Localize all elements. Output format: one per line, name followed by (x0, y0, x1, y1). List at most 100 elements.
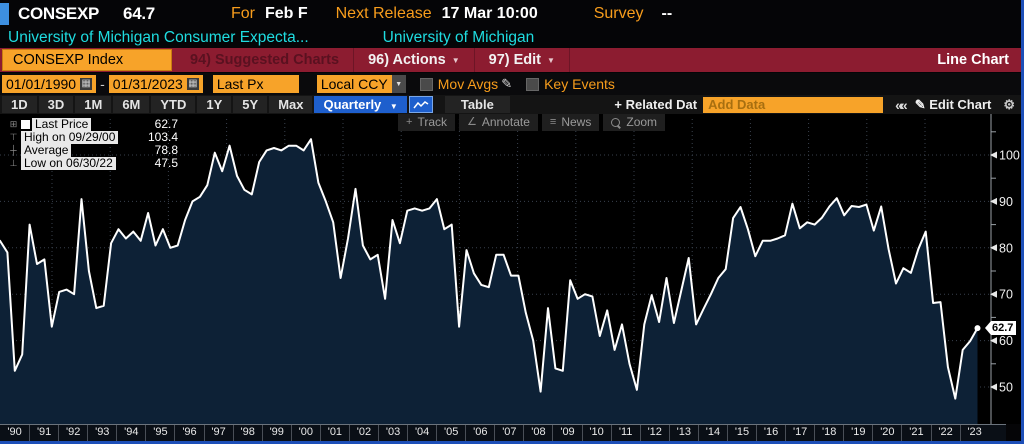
date-range-separator: - (100, 76, 105, 92)
range-tabbar: 1D 3D 1M 6M YTD 1Y 5Y Max Quarterly ▼ Table + R… (0, 95, 1021, 114)
y-axis-tick-label: 80 (999, 241, 1013, 255)
news-button[interactable]: ≡ News (541, 114, 600, 131)
legend-row: ⊥ Low on 06/30/22 47.5 (6, 157, 178, 170)
period-select[interactable]: Quarterly ▼ (314, 96, 407, 113)
legend-label: Average (21, 144, 72, 157)
add-data-input[interactable]: Add Data (703, 96, 884, 113)
security-description: University of Michigan Consumer Expecta.… (8, 28, 309, 46)
x-axis-year-label: '20 (872, 425, 901, 441)
x-axis-year-label: '03 (378, 425, 407, 441)
price-line (0, 138, 979, 400)
mov-avgs-checkbox[interactable] (419, 77, 433, 91)
next-release-value: 17 Mar 10:00 (441, 4, 538, 22)
edit-chart-button[interactable]: ✎ Edit Chart (914, 96, 992, 112)
titlebar: CONSEXP 64.7 For Feb F Next Release 17 M… (0, 0, 1021, 27)
magnifier-icon (611, 118, 621, 127)
track-icon: + (406, 116, 413, 128)
price-field-input[interactable]: Last Px (212, 75, 299, 93)
legend-label: High on 09/29/00 (21, 131, 119, 144)
range-tab-1m[interactable]: 1M (75, 96, 112, 113)
x-axis-year-label: '09 (552, 425, 581, 441)
survey-label: Survey (593, 4, 644, 22)
zoom-button[interactable]: Zoom (603, 114, 666, 131)
calendar-icon[interactable]: ▦ (186, 78, 199, 90)
range-tab-ytd[interactable]: YTD (151, 96, 196, 113)
chart-toolbar: 01/01/1990 ▦ - 01/31/2023 ▦ Last Px Loca… (0, 73, 1021, 95)
survey-value: -- (661, 4, 673, 22)
x-axis-year-label: '05 (436, 425, 465, 441)
key-events-label[interactable]: Key Events (544, 76, 615, 92)
annotate-button[interactable]: ∠ Annotate (459, 114, 538, 131)
mov-avgs-label[interactable]: Mov Avgs (437, 76, 499, 92)
y-axis-tick-label: 90 (999, 195, 1013, 209)
news-icon: ≡ (549, 116, 557, 128)
x-axis-year-label: '02 (348, 425, 378, 441)
table-button[interactable]: Table (444, 96, 510, 113)
x-axis-year-label: '21 (901, 425, 930, 441)
chart-type-label: Line Chart (937, 52, 1009, 68)
expander-icon: ⊞ (9, 119, 18, 129)
related-data-button[interactable]: + Related Dat (614, 97, 698, 112)
last-value: 64.7 (123, 3, 155, 23)
range-tab-1d[interactable]: 1D (2, 96, 37, 113)
actions-menu[interactable]: 96) Actions ▼ (354, 48, 475, 72)
chart-plot-area[interactable]: 100 90 80 70 60 50 + Track ∠ Annotate ≡ News Zoo… (0, 114, 1024, 424)
x-axis-year-label: '11 (610, 425, 640, 441)
x-axis-year-label: '07 (494, 425, 523, 441)
x-axis-year-label: '23 (959, 425, 989, 441)
settings-gear-icon[interactable]: ⚙ (1003, 96, 1015, 112)
legend-row: ⊤ High on 09/29/00 103.4 (6, 131, 178, 144)
x-axis-year-label: '99 (261, 425, 291, 441)
collapse-panel-icon[interactable]: «« (895, 96, 908, 113)
high-marker-icon: ⊤ (9, 132, 18, 142)
x-axis-year-label: '16 (756, 425, 785, 441)
window-accent-tab (0, 2, 9, 25)
legend-value: 103.4 (147, 130, 178, 144)
chart-tools: + Track ∠ Annotate ≡ News Zoom (398, 114, 669, 131)
date-from-input[interactable]: 01/01/1990 ▦ (2, 75, 97, 93)
edit-menu[interactable]: 97) Edit ▼ (475, 48, 570, 72)
caret-down-icon: ▼ (451, 55, 460, 65)
range-tab-1y[interactable]: 1Y (197, 96, 232, 113)
suggested-charts-menu[interactable]: 94) Suggested Charts (190, 52, 340, 68)
legend-value: 47.5 (154, 156, 178, 170)
low-marker-icon: ⊥ (9, 158, 18, 168)
x-axis-year-label: '98 (232, 425, 262, 441)
chart-legend[interactable]: ⊞ Last Price 62.7 ⊤ High on 09/29/00 103.4 ┼ Av… (6, 118, 178, 170)
pencil-icon[interactable]: ✎ (501, 76, 513, 91)
currency-select[interactable]: Local CCY (316, 75, 392, 93)
date-to-input[interactable]: 01/31/2023 ▦ (108, 75, 203, 93)
x-axis-year-label: '10 (581, 425, 611, 441)
x-axis-year-label: '15 (726, 425, 756, 441)
range-tab-max[interactable]: Max (269, 96, 313, 113)
price-chart-svg[interactable]: 100 90 80 70 60 50 (0, 114, 1024, 424)
calendar-icon[interactable]: ▦ (80, 78, 93, 90)
caret-down-icon: ▼ (389, 102, 398, 111)
legend-row: ┼ Average 78.8 (6, 144, 178, 157)
x-axis-year-label: '18 (814, 425, 843, 441)
legend-label: Low on 06/30/22 (21, 157, 116, 170)
x-axis-year-label: '90 (7, 426, 22, 438)
last-point-marker (974, 325, 981, 332)
annotate-icon: ∠ (467, 116, 477, 128)
for-label: For (230, 4, 255, 22)
x-axis-year-label: '00 (290, 425, 320, 441)
currency-dropdown-arrow[interactable]: ▼ (391, 75, 406, 93)
range-tab-3d[interactable]: 3D (38, 96, 74, 113)
range-tab-6m[interactable]: 6M (113, 96, 150, 113)
x-axis-year-label: '01 (319, 425, 349, 441)
last-price-axis-tag: 62.7 (984, 321, 1017, 335)
y-axis-tick-label: 60 (999, 334, 1013, 348)
x-axis-year-label: '08 (523, 425, 552, 441)
track-button[interactable]: + Track (398, 114, 455, 131)
range-tab-5y[interactable]: 5Y (233, 96, 268, 113)
x-axis-year-label: '22 (930, 425, 960, 441)
avg-marker-icon: ┼ (10, 145, 17, 155)
security-input[interactable]: CONSEXP Index (2, 49, 172, 71)
x-axis-year-label: '94 (116, 425, 145, 441)
legend-row: ⊞ Last Price 62.7 (6, 118, 178, 131)
key-events-checkbox[interactable] (526, 77, 540, 91)
x-axis: '90'91'92'93'94'95'96'97'98'99'00'01'02 '… (0, 424, 1006, 441)
line-chart-type-button[interactable] (408, 96, 433, 113)
